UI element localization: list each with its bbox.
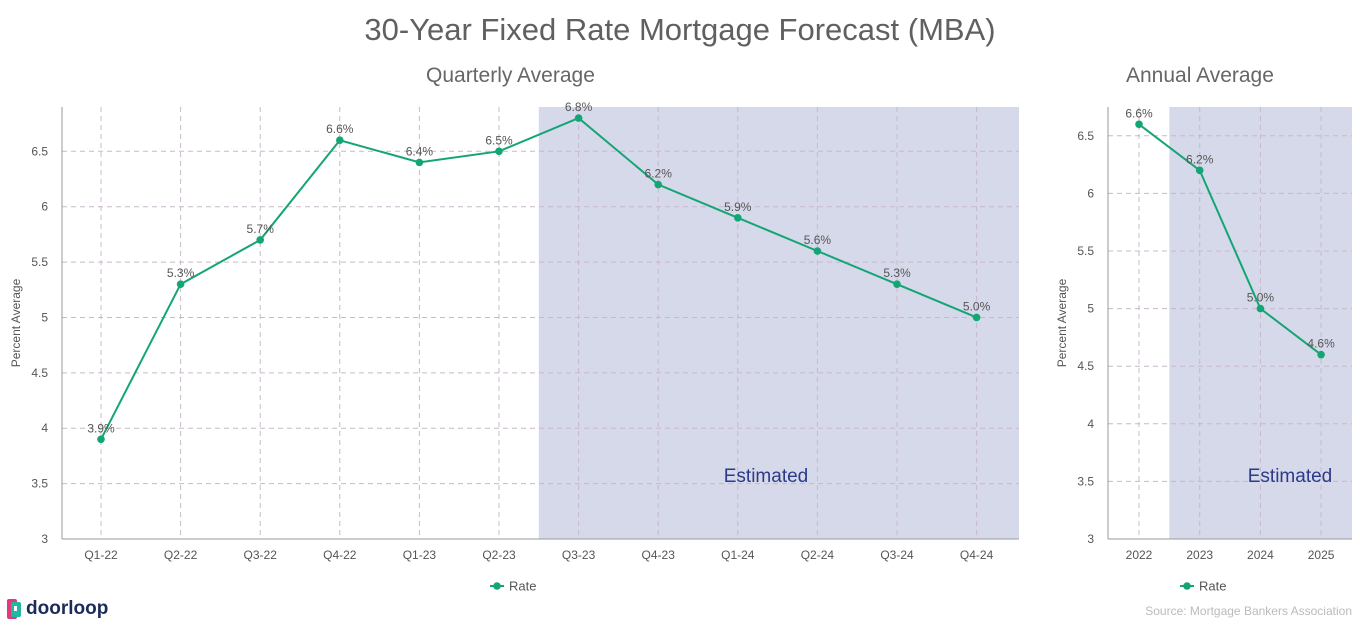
x-tick-label: Q1-23 <box>403 548 437 562</box>
rate-data-label: 5.9% <box>724 200 752 214</box>
x-tick-label: Q4-22 <box>323 548 357 562</box>
rate-data-label: 5.0% <box>1247 291 1275 305</box>
x-tick-label: Q2-23 <box>482 548 516 562</box>
rate-data-label: 6.2% <box>645 167 673 181</box>
rate-point <box>415 158 424 167</box>
y-tick-label: 4.5 <box>1077 359 1094 373</box>
annual-subtitle: Annual Average <box>1126 64 1274 87</box>
rate-data-label: 5.6% <box>804 233 832 247</box>
rate-point <box>336 136 344 145</box>
x-tick-label: Q4-24 <box>960 548 994 562</box>
rate-series-line <box>1138 123 1322 356</box>
rate-data-label: 6.2% <box>1186 152 1214 166</box>
rate-point <box>574 114 583 122</box>
estimated-band <box>538 107 1019 539</box>
rate-point <box>1256 304 1265 313</box>
x-tick-label: Q1-24 <box>721 548 755 562</box>
rate-point <box>1135 120 1143 129</box>
x-tick-label: 2024 <box>1247 548 1274 562</box>
y-axis-label: Percent Average <box>9 278 23 367</box>
brand-name: doorloop <box>26 598 109 619</box>
rate-point <box>1317 350 1325 359</box>
x-tick-label: Q3-22 <box>244 548 278 562</box>
rate-point <box>176 280 185 289</box>
chart-title: 30-Year Fixed Rate Mortgage Forecast (MB… <box>364 12 996 47</box>
x-tick-label: Q1-22 <box>84 548 118 562</box>
source-note: Source: Mortgage Bankers Association <box>1145 604 1352 618</box>
x-tick-label: Q2-24 <box>801 548 835 562</box>
y-tick-label: 3 <box>41 532 48 546</box>
estimated-annotation: Estimated <box>724 466 808 487</box>
legend-label: Rate <box>1199 579 1226 594</box>
y-tick-label: 3 <box>1087 532 1094 546</box>
rate-data-label: 3.9% <box>87 421 115 435</box>
rate-point <box>734 213 742 222</box>
rate-data-label: 6.5% <box>485 133 513 147</box>
x-tick-label: Q2-22 <box>164 548 198 562</box>
y-tick-label: 4 <box>1087 417 1094 431</box>
legend-marker <box>493 582 501 590</box>
y-tick-label: 5 <box>1087 302 1094 316</box>
rate-point <box>97 435 105 444</box>
x-tick-label: Q4-23 <box>642 548 676 562</box>
y-tick-label: 3.5 <box>31 477 48 491</box>
quarterly-subtitle: Quarterly Average <box>426 64 595 87</box>
rate-series-line <box>100 116 977 440</box>
y-tick-label: 6 <box>41 200 48 214</box>
y-tick-label: 3.5 <box>1077 474 1094 488</box>
rate-point <box>654 180 662 189</box>
y-tick-label: 4.5 <box>31 366 48 380</box>
annual-chart: 3 3.5 4 4.5 5 5.5 6 6.5 2022 2023 2024 2025 Percent … <box>1055 106 1352 594</box>
rate-point <box>495 147 503 156</box>
x-tick-label: Q3-23 <box>562 548 596 562</box>
doorloop-logo-icon <box>7 599 21 619</box>
rate-point <box>893 280 901 289</box>
y-tick-label: 6 <box>1087 186 1094 200</box>
rate-point <box>256 236 265 244</box>
y-tick-label: 4 <box>41 421 48 435</box>
y-tick-label: 6.5 <box>1077 129 1094 143</box>
legend-label: Rate <box>509 579 536 594</box>
legend-marker <box>1183 582 1191 590</box>
rate-point <box>1195 166 1204 175</box>
x-tick-label: Q3-24 <box>880 548 914 562</box>
rate-data-label: 5.3% <box>167 266 195 280</box>
x-tick-label: 2025 <box>1308 548 1335 562</box>
y-tick-label: 5 <box>41 310 48 324</box>
y-tick-label: 5.5 <box>31 255 48 269</box>
estimated-annotation: Estimated <box>1248 466 1332 487</box>
rate-data-label: 5.7% <box>247 222 275 236</box>
rate-data-label: 4.6% <box>1307 337 1335 351</box>
quarterly-chart: 3 3.5 4 4.5 5 5.5 6 6.5 Q1-22 Q2-22 Q3-22 Q4-22 Q1-2… <box>9 100 1019 594</box>
rate-data-label: 6.6% <box>1125 106 1153 120</box>
rate-data-label: 6.4% <box>406 144 434 158</box>
rate-data-label: 5.3% <box>883 266 911 280</box>
rate-data-label: 6.8% <box>565 100 593 114</box>
rate-point <box>813 247 822 255</box>
y-tick-label: 5.5 <box>1077 244 1094 258</box>
y-tick-label: 6.5 <box>31 144 48 158</box>
rate-data-label: 5.0% <box>963 299 991 313</box>
x-tick-label: 2022 <box>1126 548 1153 562</box>
y-axis-label: Percent Average <box>1055 278 1069 367</box>
x-tick-label: 2023 <box>1186 548 1213 562</box>
rate-data-label: 6.6% <box>326 122 354 136</box>
rate-point <box>972 313 981 322</box>
brand-logo: doorloop <box>6 598 108 620</box>
